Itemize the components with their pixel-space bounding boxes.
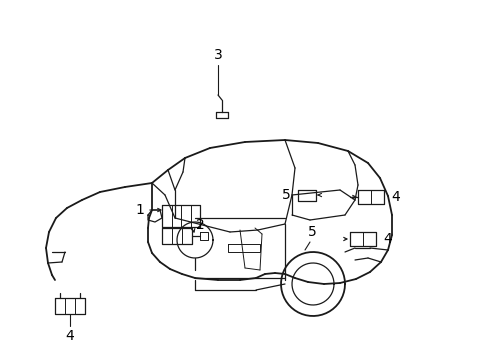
Text: 4: 4 xyxy=(383,232,391,246)
Text: 5: 5 xyxy=(281,188,290,202)
Text: 5: 5 xyxy=(307,225,316,239)
Text: 1: 1 xyxy=(135,203,144,217)
Text: 3: 3 xyxy=(213,48,222,62)
Text: 2: 2 xyxy=(195,218,204,232)
Text: 4: 4 xyxy=(391,190,400,204)
Text: 4: 4 xyxy=(65,329,74,343)
